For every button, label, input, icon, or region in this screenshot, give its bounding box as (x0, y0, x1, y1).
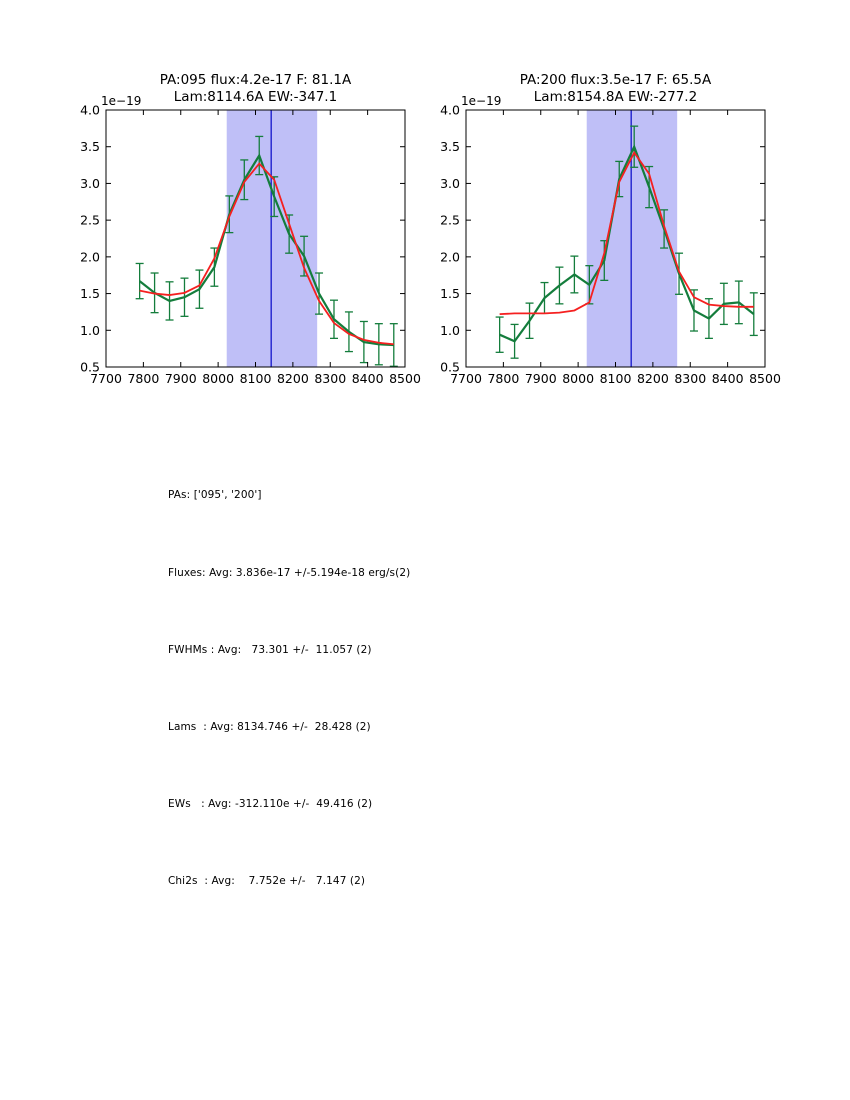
x-tick-label: 8200 (277, 371, 309, 386)
y-tick-label: 3.5 (80, 139, 100, 154)
y-tick-label: 4.0 (440, 103, 460, 118)
x-tick-label: 8500 (749, 371, 781, 386)
y-tick-label: 1.0 (80, 323, 100, 338)
spectrum-chart-pa095: 7700 7800 7900 8000 8100 8200 8300 8400 8500 0.5 1… (80, 72, 421, 386)
spectrum-plot-pa200: 7700 7800 7900 8000 8100 8200 8300 8400 8500 0.5 1… (410, 58, 790, 398)
x-tick-label: 8300 (314, 371, 346, 386)
y-tick-label: 1.0 (440, 323, 460, 338)
y-tick-label: 2.0 (440, 249, 460, 264)
x-tick-label: 7800 (487, 371, 519, 386)
stats-line-fluxes: Fluxes: Avg: 3.836e-17 +/-5.194e-18 erg/… (168, 566, 411, 579)
observed-spectrum-line (138, 153, 394, 347)
y-tick-label: 3.0 (440, 176, 460, 191)
x-tick-label: 7900 (165, 371, 197, 386)
fit-window-band (226, 110, 318, 367)
x-tick-label: 8200 (637, 371, 669, 386)
y-tick-label: 2.5 (440, 213, 460, 228)
x-tick-label: 8400 (352, 371, 384, 386)
x-tick-label: 7700 (450, 371, 482, 386)
plot-title-line2: Lam:8114.6A EW:-347.1 (174, 89, 337, 105)
x-tick-label: 8300 (674, 371, 706, 386)
y-tick-label: 2.5 (80, 213, 100, 228)
y-tick-label: 3.5 (440, 139, 460, 154)
model-fit-line (499, 150, 754, 316)
spectrum-chart-pa200: 7700 7800 7900 8000 8100 8200 8300 8400 8500 0.5 1… (440, 72, 781, 386)
x-tick-label: 7900 (525, 371, 557, 386)
observed-spectrum-line (499, 143, 755, 343)
plot-title-line1: PA:095 flux:4.2e-17 F: 81.1A (160, 72, 352, 88)
y-tick-label: 4.0 (80, 103, 100, 118)
spectrum-plot-pa095: 7700 7800 7900 8000 8100 8200 8300 8400 8500 0.5 1… (50, 58, 430, 398)
x-tick-label: 8000 (202, 371, 234, 386)
x-tick-label: 7700 (90, 371, 122, 386)
y-tick-label: 0.5 (440, 360, 460, 375)
x-tick-label: 8500 (389, 371, 421, 386)
model-fit-line (139, 162, 394, 346)
stats-block: PAs: ['095', '200'] Fluxes: Avg: 3.836e-… (168, 432, 410, 946)
y-axis-offset-label: 1e−19 (101, 94, 141, 108)
y-tick-label: 3.0 (80, 176, 100, 191)
plot-title-line2: Lam:8154.8A EW:-277.2 (534, 89, 697, 105)
y-tick-label: 1.5 (80, 286, 100, 301)
x-tick-label: 8100 (240, 371, 272, 386)
x-tick-label: 8100 (600, 371, 632, 386)
stats-line-ews: EWs : Avg: -312.110e +/- 49.416 (2) (168, 797, 373, 810)
stats-line-pas: PAs: ['095', '200'] (168, 489, 262, 502)
y-tick-label: 0.5 (80, 360, 100, 375)
y-tick-label: 1.5 (440, 286, 460, 301)
x-tick-label: 7800 (127, 371, 159, 386)
stats-line-lams: Lams : Avg: 8134.746 +/- 28.428 (2) (168, 720, 371, 733)
y-tick-label: 2.0 (80, 249, 100, 264)
x-tick-label: 8400 (712, 371, 744, 386)
y-axis-offset-label: 1e−19 (461, 94, 501, 108)
x-tick-label: 8000 (562, 371, 594, 386)
stats-line-fwhms: FWHMs : Avg: 73.301 +/- 11.057 (2) (168, 643, 372, 656)
plot-title-line1: PA:200 flux:3.5e-17 F: 65.5A (520, 72, 712, 88)
stats-line-chi2s: Chi2s : Avg: 7.752e +/- 7.147 (2) (168, 874, 366, 887)
